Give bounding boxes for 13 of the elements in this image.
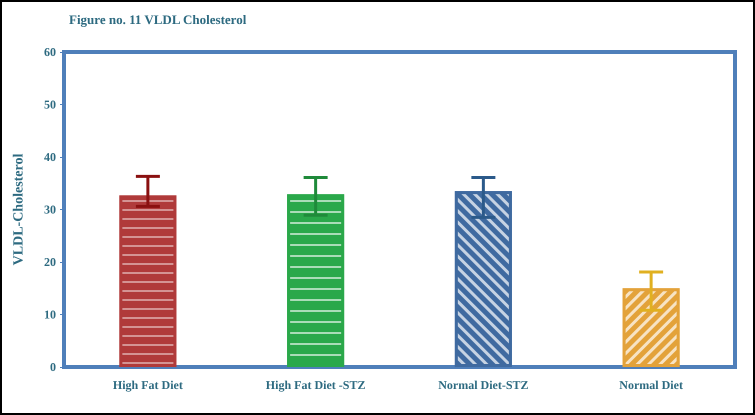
x-tick-label: Normal Diet	[619, 378, 683, 392]
y-tick-label: 30	[44, 202, 56, 216]
x-tick-label: High Fat Diet -STZ	[266, 378, 366, 392]
y-axis-title: VLDL-Cholesterol	[12, 154, 26, 266]
x-tick-label: High Fat Diet	[112, 378, 183, 392]
y-tick-label: 20	[44, 255, 56, 269]
chart-title: Figure no. 11 VLDL Cholesterol	[69, 12, 247, 27]
x-tick-label: Normal Diet-STZ	[438, 378, 529, 392]
y-tick-label: 60	[44, 45, 56, 59]
y-tick-label: 50	[44, 98, 56, 112]
y-tick-label: 40	[44, 150, 56, 164]
y-tick-label: 0	[50, 360, 56, 374]
y-tick-label: 10	[44, 308, 56, 322]
